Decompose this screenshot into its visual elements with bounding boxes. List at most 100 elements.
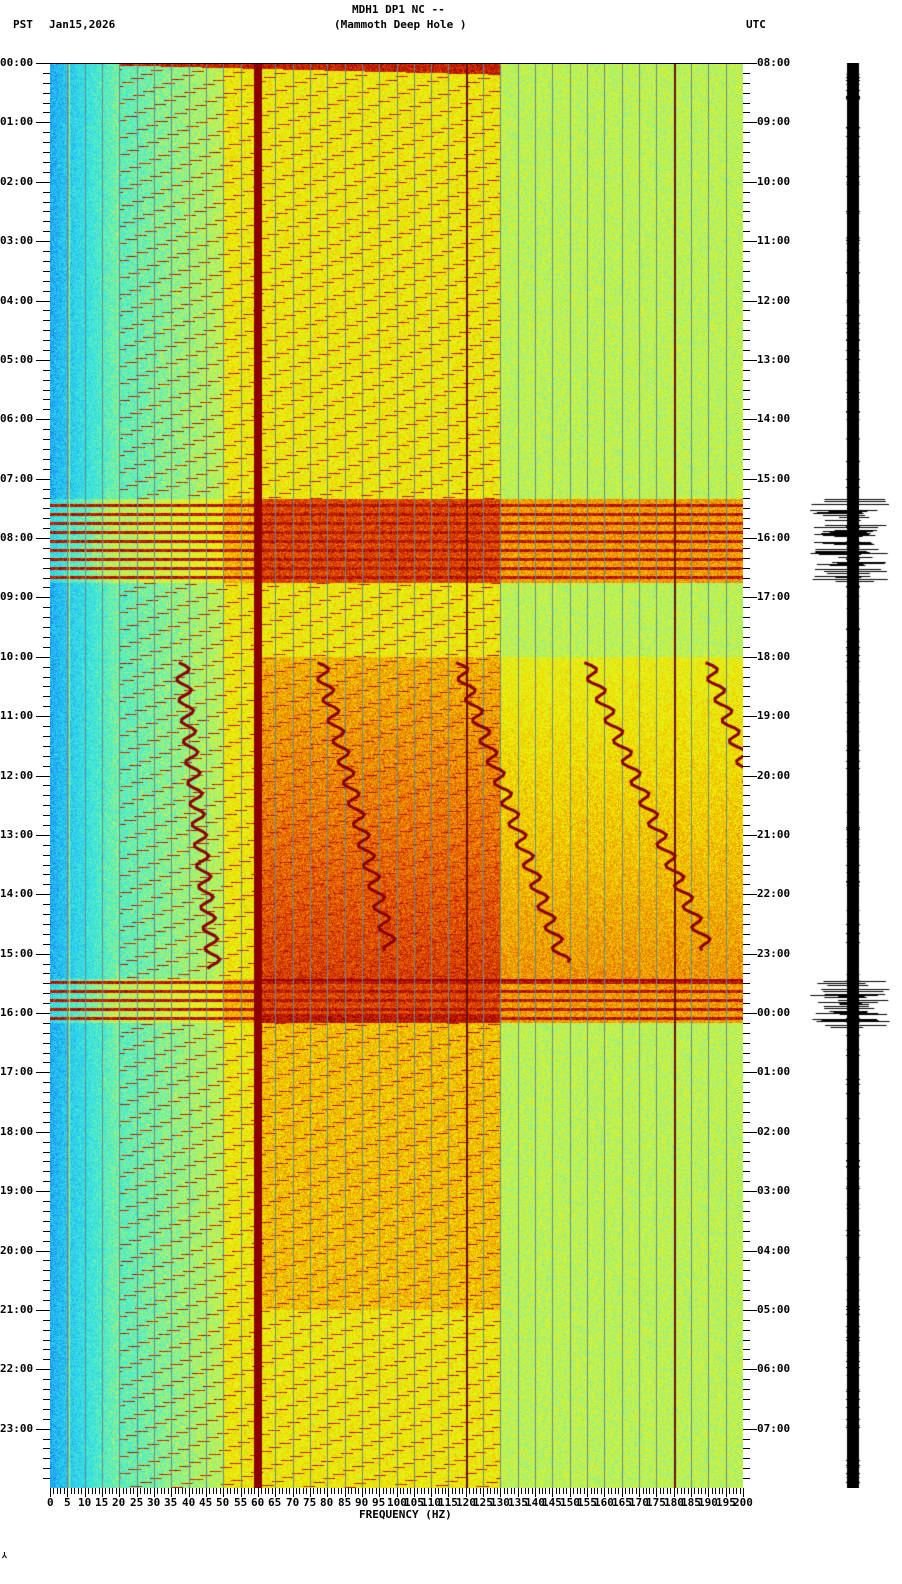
x-minor-tick [147, 1488, 148, 1494]
y-minor-tick-right [743, 142, 750, 143]
x-label: 140 [525, 1496, 545, 1509]
y-minor-tick-left [43, 73, 50, 74]
y-minor-tick-right [743, 320, 750, 321]
x-minor-tick [196, 1488, 197, 1494]
x-minor-tick [140, 1488, 141, 1494]
y-label-pst: 08:00 [0, 531, 34, 544]
x-label: 5 [64, 1496, 71, 1509]
x-major-tick [708, 1488, 709, 1497]
x-minor-tick [608, 1488, 609, 1494]
left-timezone-label: PST [13, 18, 33, 31]
y-minor-tick-right [743, 874, 750, 875]
y-major-tick-left [36, 1310, 50, 1311]
y-minor-tick-right [743, 1003, 750, 1004]
x-label: 130 [490, 1496, 510, 1509]
x-minor-tick [261, 1488, 262, 1494]
x-major-tick [189, 1488, 190, 1497]
y-minor-tick-right [743, 558, 750, 559]
y-minor-tick-left [43, 251, 50, 252]
y-minor-tick-left [43, 1122, 50, 1123]
y-major-tick-left [36, 360, 50, 361]
x-minor-tick [251, 1488, 252, 1494]
y-minor-tick-left [43, 568, 50, 569]
x-minor-tick [490, 1488, 491, 1494]
x-minor-tick [213, 1488, 214, 1494]
y-minor-tick-left [43, 1468, 50, 1469]
y-minor-tick-right [743, 1290, 750, 1291]
x-minor-tick [244, 1488, 245, 1494]
y-minor-tick-left [43, 904, 50, 905]
y-minor-tick-left [43, 271, 50, 272]
y-minor-tick-right [743, 1478, 750, 1479]
x-minor-tick [528, 1488, 529, 1494]
spectrogram-plot [50, 63, 743, 1488]
y-minor-tick-right [743, 508, 750, 509]
x-minor-tick [126, 1488, 127, 1494]
y-major-tick-left [36, 954, 50, 955]
y-minor-tick-left [43, 1033, 50, 1034]
x-minor-tick [157, 1488, 158, 1494]
y-minor-tick-right [743, 785, 750, 786]
y-minor-tick-left [43, 865, 50, 866]
y-label-utc: 02:00 [757, 1125, 791, 1138]
x-minor-tick [417, 1488, 418, 1494]
y-label-pst: 12:00 [0, 769, 34, 782]
x-minor-tick [684, 1488, 685, 1494]
x-label: 200 [733, 1496, 753, 1509]
y-major-tick-right [743, 835, 757, 836]
x-minor-tick [355, 1488, 356, 1494]
y-minor-tick-left [43, 1458, 50, 1459]
y-major-tick-left [36, 1072, 50, 1073]
y-minor-tick-right [743, 766, 750, 767]
x-minor-tick [705, 1488, 706, 1494]
y-minor-tick-right [743, 1033, 750, 1034]
x-minor-tick [677, 1488, 678, 1494]
x-minor-tick [455, 1488, 456, 1494]
y-minor-tick-left [43, 350, 50, 351]
x-minor-tick [216, 1488, 217, 1494]
x-minor-tick [694, 1488, 695, 1494]
x-major-tick [500, 1488, 501, 1497]
x-minor-tick [317, 1488, 318, 1494]
x-minor-tick [351, 1488, 352, 1494]
y-minor-tick-left [43, 1399, 50, 1400]
x-minor-tick [112, 1488, 113, 1494]
y-minor-tick-left [43, 310, 50, 311]
y-minor-tick-left [43, 1112, 50, 1113]
x-minor-tick [372, 1488, 373, 1494]
y-minor-tick-right [743, 1389, 750, 1390]
x-label: 55 [234, 1496, 248, 1509]
y-minor-tick-right [743, 736, 750, 737]
x-major-tick [119, 1488, 120, 1497]
x-label: 10 [78, 1496, 92, 1509]
y-minor-tick-right [743, 1092, 750, 1093]
x-minor-tick [563, 1488, 564, 1494]
x-major-tick [85, 1488, 86, 1497]
x-minor-tick [237, 1488, 238, 1494]
y-minor-tick-right [743, 1221, 750, 1222]
x-minor-tick [71, 1488, 72, 1494]
y-minor-tick-left [43, 1171, 50, 1172]
y-minor-tick-right [743, 983, 750, 984]
x-label: 115 [438, 1496, 458, 1509]
y-minor-tick-right [743, 132, 750, 133]
y-minor-tick-left [43, 320, 50, 321]
y-minor-tick-right [743, 1201, 750, 1202]
y-major-tick-right [743, 301, 757, 302]
y-minor-tick-left [43, 221, 50, 222]
y-minor-tick-left [43, 1043, 50, 1044]
y-minor-tick-right [743, 548, 750, 549]
y-label-utc: 01:00 [757, 1065, 791, 1078]
y-minor-tick-left [43, 726, 50, 727]
y-minor-tick-left [43, 785, 50, 786]
x-minor-tick [400, 1488, 401, 1494]
y-minor-tick-left [43, 1181, 50, 1182]
y-major-tick-left [36, 1191, 50, 1192]
x-minor-tick [144, 1488, 145, 1494]
x-minor-tick [57, 1488, 58, 1494]
y-major-tick-right [743, 1310, 757, 1311]
y-minor-tick-right [743, 1468, 750, 1469]
y-label-pst: 03:00 [0, 234, 34, 247]
x-major-tick [223, 1488, 224, 1497]
x-minor-tick [403, 1488, 404, 1494]
